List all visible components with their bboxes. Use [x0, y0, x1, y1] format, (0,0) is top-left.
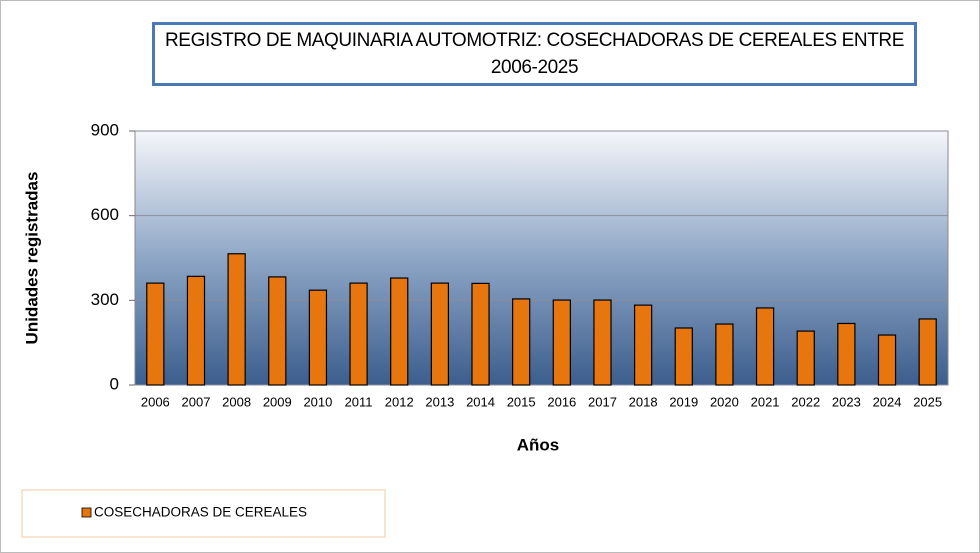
bar [349, 282, 368, 386]
x-tick-label: 2019 [669, 394, 698, 409]
chart-title: REGISTRO DE MAQUINARIA AUTOMOTRIZ: COSEC… [152, 22, 917, 86]
bar [755, 307, 775, 386]
bar [186, 275, 206, 386]
x-tick-label: 2016 [547, 394, 576, 409]
x-tick-label: 2009 [263, 394, 292, 409]
bar [552, 299, 571, 386]
x-tick-label: 2014 [466, 394, 495, 409]
y-tick-label: 600 [91, 205, 119, 224]
legend-label: COSECHADORAS DE CEREALES [94, 505, 307, 520]
x-tick-label: 2023 [832, 394, 861, 409]
x-tick-label: 2017 [588, 394, 617, 409]
x-tick-label: 2022 [791, 394, 820, 409]
plot-area [134, 130, 949, 386]
y-axis-label: Unidades registradas [22, 172, 41, 345]
bar [471, 282, 490, 386]
bar [430, 282, 450, 386]
bar [877, 334, 897, 386]
y-tick-label: 300 [91, 290, 119, 309]
x-tick-label: 2025 [913, 394, 942, 409]
x-tick-label: 2013 [425, 394, 454, 409]
x-tick-label: 2015 [507, 394, 536, 409]
bar [512, 298, 531, 386]
bar [593, 299, 612, 386]
x-tick-label: 2012 [385, 394, 414, 409]
x-tick-label: 2024 [873, 394, 902, 409]
x-tick-label: 2007 [182, 394, 211, 409]
bar [633, 304, 653, 386]
bar [796, 330, 815, 386]
x-tick-label: 2008 [222, 394, 251, 409]
x-tick-label: 2021 [751, 394, 780, 409]
bar [390, 277, 409, 386]
bar [674, 327, 693, 386]
x-tick-label: 2020 [710, 394, 739, 409]
bar [715, 323, 734, 386]
y-tick-label: 900 [91, 120, 119, 139]
bar [918, 318, 937, 386]
x-tick-label: 2006 [141, 394, 170, 409]
bar [227, 253, 246, 386]
x-tick-label: 2010 [303, 394, 332, 409]
bar [268, 276, 287, 386]
bar [837, 322, 856, 386]
bar [146, 282, 165, 386]
legend-swatch [81, 507, 92, 518]
y-tick-label: 0 [110, 374, 119, 393]
x-tick-label: 2018 [629, 394, 658, 409]
x-tick-label: 2011 [345, 394, 373, 409]
x-axis-label: Años [517, 435, 560, 454]
bar [308, 289, 328, 386]
